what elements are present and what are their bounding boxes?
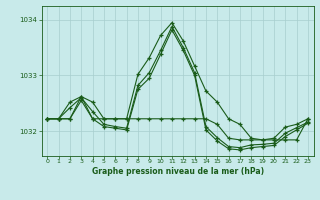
X-axis label: Graphe pression niveau de la mer (hPa): Graphe pression niveau de la mer (hPa) (92, 167, 264, 176)
